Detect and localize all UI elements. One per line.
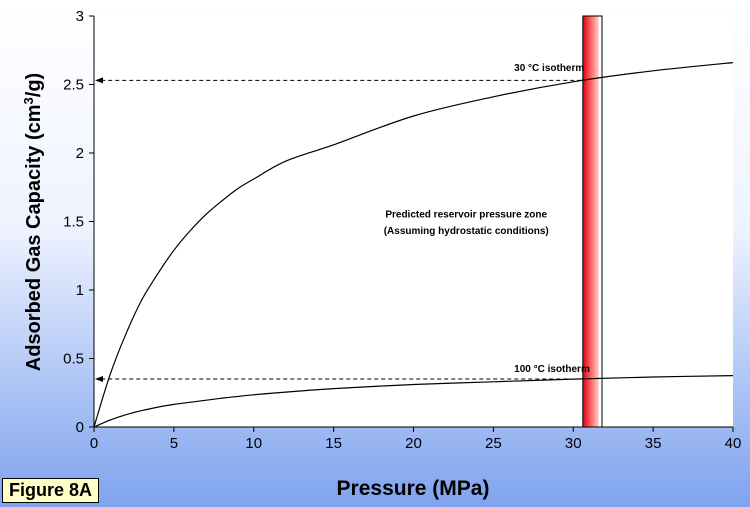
y-tick-label: 1.5 (63, 214, 84, 231)
y-axis-label-main: Adsorbed Gas Capacity (cm (23, 104, 45, 371)
series-annotation: 30 °C isotherm (514, 63, 584, 74)
x-tick-label: 20 (405, 435, 422, 452)
x-tick-label: 0 (90, 435, 98, 452)
y-tick-label: 0.5 (63, 351, 84, 368)
series-line-30c-isotherm (93, 62, 734, 428)
zone-label-line1: Predicted reservoir pressure zone (385, 209, 547, 220)
x-tick-label: 40 (725, 435, 742, 452)
y-axis-label-tail: /g) (23, 73, 45, 97)
reference-arrowhead (95, 77, 103, 84)
x-tick-label: 15 (325, 435, 342, 452)
y-tick-label: 3 (76, 8, 84, 25)
y-tick-label: 1 (76, 282, 84, 299)
y-tick-label: 2 (76, 145, 84, 162)
pressure-zone-band (582, 16, 599, 427)
x-tick-label: 25 (485, 435, 502, 452)
x-axis-label: Pressure (MPa) (337, 477, 490, 500)
y-tick-label: 0 (76, 419, 84, 436)
y-tick-label: 2.5 (63, 77, 84, 94)
series-annotation: 100 °C isotherm (514, 364, 590, 375)
figure-label: Figure 8A (2, 478, 99, 503)
reference-arrowhead (95, 376, 103, 383)
x-tick-label: 5 (170, 435, 178, 452)
zone-label-line2: (Assuming hydrostatic conditions) (384, 226, 549, 237)
y-axis-label: Adsorbed Gas Capacity (cm3/g) (21, 73, 45, 371)
plot-area (94, 16, 733, 427)
x-tick-label: 30 (565, 435, 582, 452)
x-tick-label: 10 (245, 435, 262, 452)
series-line-100c-isotherm (93, 375, 734, 428)
x-tick-label: 35 (645, 435, 662, 452)
y-axis-label-sup: 3 (21, 97, 36, 104)
